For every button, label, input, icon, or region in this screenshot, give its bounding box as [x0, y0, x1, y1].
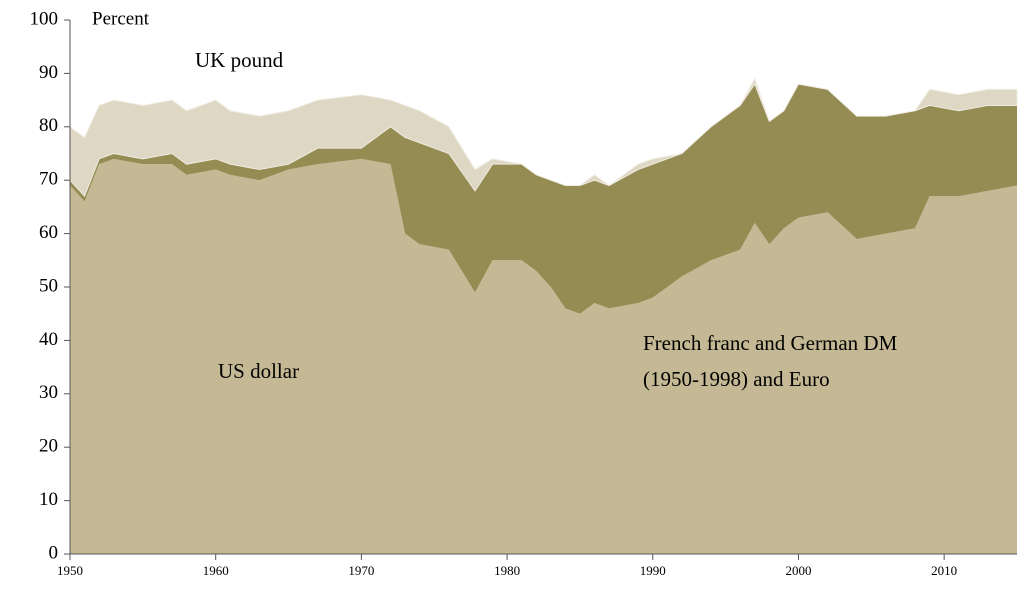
area	[70, 84, 1017, 314]
area	[70, 158, 1017, 554]
x-tick-label: 1990	[640, 563, 666, 578]
annotation: US dollar	[218, 359, 299, 383]
y-tick-label: 20	[39, 436, 58, 457]
annotation: UK pound	[195, 48, 284, 72]
x-tick-label: 1950	[57, 563, 83, 578]
annotation: Percent	[92, 8, 150, 29]
annotation: French franc and German DM	[643, 331, 898, 355]
x-tick-label: 1970	[348, 563, 374, 578]
x-tick-label: 1960	[203, 563, 229, 578]
y-tick-label: 60	[39, 222, 58, 243]
y-tick-label: 40	[39, 329, 58, 350]
annotation: (1950-1998) and Euro	[643, 367, 830, 391]
area	[69, 77, 1018, 198]
x-tick-label: 2010	[931, 563, 957, 578]
x-tick-label: 1980	[494, 563, 520, 578]
y-tick-label: 0	[49, 542, 59, 563]
y-tick-label: 90	[39, 62, 58, 83]
x-tick-label: 2000	[785, 563, 811, 578]
y-tick-label: 10	[39, 489, 58, 510]
y-tick-label: 100	[30, 8, 59, 29]
y-tick-label: 30	[39, 382, 58, 403]
y-tick-label: 80	[39, 115, 58, 136]
y-tick-label: 50	[39, 275, 58, 296]
y-tick-label: 70	[39, 169, 58, 190]
